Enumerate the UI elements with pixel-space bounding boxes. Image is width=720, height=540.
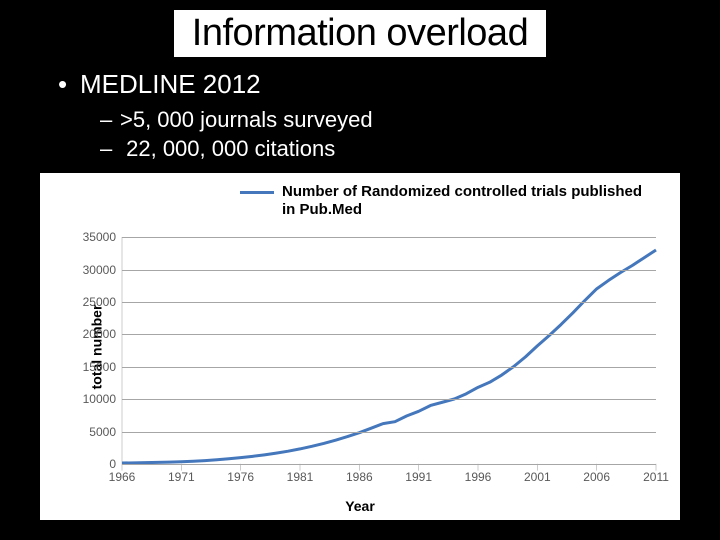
x-tick-label: 2006 — [583, 470, 610, 484]
title-container: Information overload — [174, 10, 546, 57]
bullet-level2: –>5, 000 journals surveyed — [100, 106, 680, 135]
y-tick-label: 5000 — [89, 425, 116, 439]
gridline — [122, 399, 656, 400]
chart-legend: Number of Randomized controlled trials p… — [240, 183, 650, 219]
y-tick-label: 0 — [109, 457, 116, 471]
x-tick-label: 1996 — [465, 470, 492, 484]
y-axis-label: total number — [88, 304, 104, 389]
gridline — [122, 367, 656, 368]
x-tick-label: 1991 — [405, 470, 432, 484]
y-tick-label: 15000 — [83, 360, 116, 374]
x-tick-label: 2001 — [524, 470, 551, 484]
x-tick-label: 1986 — [346, 470, 373, 484]
legend-line-icon — [240, 191, 274, 194]
bullet2a-text: >5, 000 journals surveyed — [120, 107, 373, 132]
slide-title: Information overload — [192, 12, 528, 55]
x-tick-label: 1966 — [109, 470, 136, 484]
slide: Information overload •MEDLINE 2012 –>5, … — [0, 0, 720, 540]
y-tick-label: 10000 — [83, 392, 116, 406]
bullet1-text: MEDLINE 2012 — [80, 69, 261, 99]
y-tick-label: 25000 — [83, 295, 116, 309]
y-tick-label: 35000 — [83, 230, 116, 244]
line-chart-svg — [122, 237, 656, 464]
bullet-level2: – 22, 000, 000 citations — [100, 135, 680, 164]
gridline — [122, 270, 656, 271]
bullet2b-text: 22, 000, 000 citations — [126, 136, 335, 161]
x-tick-label: 1976 — [227, 470, 254, 484]
gridline — [122, 432, 656, 433]
gridline — [122, 334, 656, 335]
bullet-list: •MEDLINE 2012 –>5, 000 journals surveyed… — [58, 69, 680, 163]
gridline — [122, 464, 656, 465]
y-tick-label: 30000 — [83, 263, 116, 277]
y-tick-label: 20000 — [83, 327, 116, 341]
gridline — [122, 302, 656, 303]
plot-area: 0500010000150002000025000300003500019661… — [122, 237, 656, 464]
x-tick-label: 2011 — [643, 470, 669, 484]
x-tick-label: 1971 — [168, 470, 195, 484]
x-tick-label: 1981 — [287, 470, 314, 484]
gridline — [122, 237, 656, 238]
x-axis-label: Year — [345, 498, 375, 514]
bullet-level1: •MEDLINE 2012 — [58, 69, 680, 100]
chart-panel: Number of Randomized controlled trials p… — [40, 173, 680, 520]
legend-label: Number of Randomized controlled trials p… — [282, 183, 650, 219]
